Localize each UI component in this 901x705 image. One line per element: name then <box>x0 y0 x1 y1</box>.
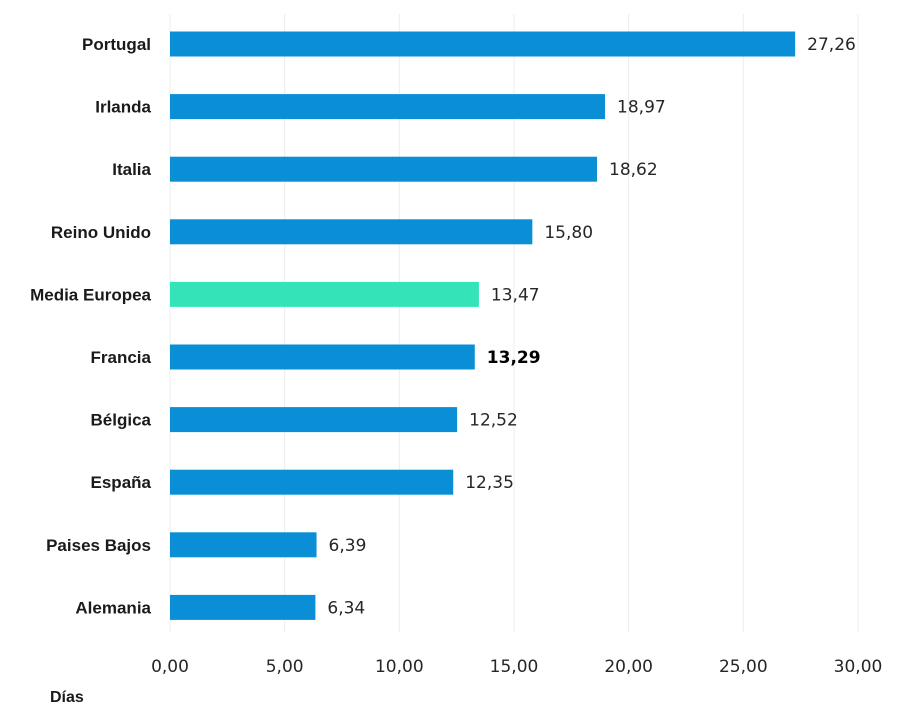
value-label: 12,35 <box>465 473 514 493</box>
x-tick-label: 10,00 <box>375 657 424 677</box>
category-label: Reino Unido <box>51 223 151 242</box>
value-label: 18,97 <box>617 98 666 118</box>
x-tick-label: 15,00 <box>490 657 539 677</box>
category-label: Bélgica <box>91 411 152 430</box>
value-label: 15,80 <box>544 223 593 243</box>
x-tick-label: 0,00 <box>151 657 189 677</box>
category-label: Media Europea <box>30 285 151 304</box>
category-label: Francia <box>91 348 152 367</box>
x-tick-label: 20,00 <box>604 657 653 677</box>
value-label: 13,29 <box>487 348 541 368</box>
x-axis-title: Días <box>50 689 84 705</box>
bar <box>170 532 317 558</box>
bar <box>170 594 316 620</box>
bar <box>170 156 598 182</box>
bar <box>170 94 606 120</box>
x-tick-label: 25,00 <box>719 657 768 677</box>
x-tick-label: 30,00 <box>834 657 883 677</box>
bars <box>170 31 796 620</box>
value-label: 12,52 <box>469 411 518 431</box>
category-label: Irlanda <box>95 98 151 117</box>
bar <box>170 31 796 57</box>
category-label: Alemania <box>75 598 151 617</box>
category-labels: Portugal Irlanda Italia Reino Unido Media Eu… <box>30 35 151 617</box>
x-tick-label: 5,00 <box>266 657 304 677</box>
value-label: 13,47 <box>491 285 540 305</box>
value-labels: 27,26 18,97 18,62 15,80 13,47 13,29 12,52 12,35… <box>327 35 855 618</box>
bar <box>170 219 533 245</box>
category-label: Paises Bajos <box>46 536 151 555</box>
value-label: 18,62 <box>609 160 658 180</box>
value-label: 6,39 <box>329 536 367 556</box>
x-axis-tick-labels: 0,00 5,00 10,00 15,00 20,00 25,00 30,00 <box>151 657 882 677</box>
bar <box>170 407 458 433</box>
value-label: 27,26 <box>807 35 856 55</box>
bar-highlight <box>170 281 479 307</box>
bar <box>170 469 454 495</box>
value-label: 6,34 <box>327 598 365 618</box>
category-label: Portugal <box>82 35 151 54</box>
category-label: España <box>91 473 152 492</box>
category-label: Italia <box>112 160 151 179</box>
bar <box>170 344 475 370</box>
